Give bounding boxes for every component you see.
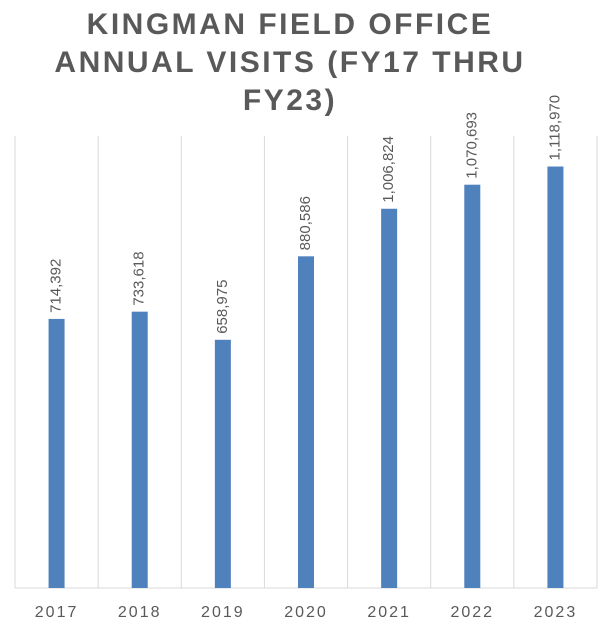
bar — [381, 208, 398, 589]
bar — [131, 311, 148, 588]
data-label: 714,392 — [48, 259, 65, 313]
x-tick-label: 2020 — [284, 604, 328, 621]
x-tick-label: 2022 — [450, 604, 494, 621]
bar — [464, 184, 481, 589]
bar — [298, 256, 314, 588]
chart-title: KINGMAN FIELD OFFICE ANNUAL VISITS (FY17… — [54, 8, 526, 117]
x-tick-label: 2018 — [118, 604, 162, 621]
data-label: 733,618 — [131, 251, 148, 305]
bar — [214, 339, 231, 588]
x-tick-label: 2021 — [367, 604, 411, 621]
data-label: 1,070,693 — [463, 112, 480, 179]
data-label: 658,975 — [214, 280, 231, 334]
x-tick-label: 2017 — [35, 604, 79, 621]
x-tick-label: 2019 — [201, 604, 245, 621]
data-label: 880,586 — [297, 196, 314, 250]
data-label: 1,006,824 — [380, 136, 397, 203]
data-label: 1,118,970 — [546, 95, 563, 161]
x-tick-label: 2023 — [534, 604, 578, 621]
bar — [48, 318, 65, 588]
bar — [547, 166, 564, 588]
